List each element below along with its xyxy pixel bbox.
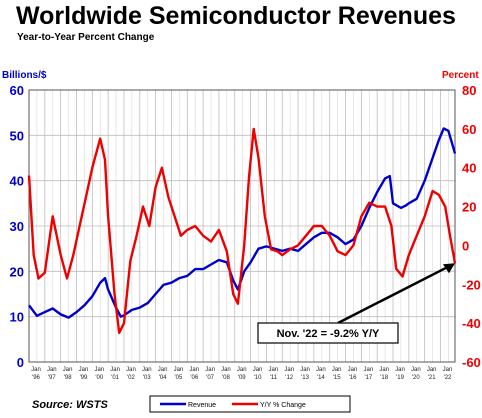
annotation-text: Nov. '22 = -9.2% Y/Y [277, 328, 380, 340]
x-tick-year: '01 [111, 375, 119, 381]
x-tick-year: '13 [301, 375, 309, 381]
yy-change-series-line [27, 127, 457, 335]
plot-frame [28, 89, 456, 363]
x-tick-year: '19 [396, 375, 404, 381]
x-tick-month: Jan [269, 367, 279, 373]
x-tick-year: '11 [270, 375, 278, 381]
x-tick-year: '00 [95, 375, 103, 381]
x-tick-month: Jan [379, 367, 389, 373]
y-right-axis-label: Percent [442, 70, 479, 81]
x-tick-year: '07 [206, 375, 214, 381]
x-tick-month: Jan [284, 367, 294, 373]
x-tick-month: Jan [205, 367, 215, 373]
y-right-tick-label: 40 [462, 161, 476, 176]
x-tick-year: '10 [254, 375, 262, 381]
x-tick-month: Jan [110, 367, 120, 373]
y-right-tick-label: 80 [462, 83, 476, 98]
y-left-tick-label: 10 [10, 310, 24, 325]
x-tick-month: Jan [348, 367, 358, 373]
y-right-tick-label: -40 [462, 316, 481, 331]
y-left-axis-label: Billions/$ [2, 70, 47, 81]
x-tick-month: Jan [174, 367, 184, 373]
x-tick-year: '04 [159, 375, 167, 381]
annotation-box [257, 322, 399, 344]
x-tick-year: '22 [444, 375, 452, 381]
y-right-tick-label: -60 [462, 355, 481, 370]
x-tick-year: '12 [285, 375, 293, 381]
x-tick-month: Jan [47, 367, 57, 373]
x-tick-year: '09 [238, 375, 246, 381]
x-tick-year: '96 [32, 375, 40, 381]
x-tick-month: Jan [189, 367, 199, 373]
y-right-tick-label: 0 [462, 238, 469, 253]
y-left-tick-label: 20 [10, 264, 24, 279]
x-tick-month: Jan [427, 367, 437, 373]
source-note: Source: WSTS [32, 399, 108, 411]
x-tick-month: Jan [443, 367, 453, 373]
x-tick-year: '98 [64, 375, 72, 381]
annotation-arrow-line [337, 264, 452, 325]
y-right-tick-label: 20 [462, 200, 476, 215]
x-tick-year: '20 [412, 375, 420, 381]
x-tick-year: '99 [80, 375, 88, 381]
legend-yy-change-label: Y/Y % Change [260, 402, 306, 409]
x-tick-month: Jan [221, 367, 231, 373]
x-tick-year: '05 [175, 375, 183, 381]
x-tick-year: '14 [317, 375, 325, 381]
x-tick-year: '18 [380, 375, 388, 381]
x-tick-year: '02 [127, 375, 135, 381]
legend-revenue-label: Revenue [188, 402, 216, 409]
x-tick-month: Jan [395, 367, 405, 373]
x-tick-month: Jan [253, 367, 263, 373]
x-tick-month: Jan [237, 367, 247, 373]
y-left-tick-label: 30 [10, 219, 24, 234]
x-tick-month: Jan [364, 367, 374, 373]
y-left-tick-label: 40 [10, 174, 24, 189]
x-tick-year: '16 [349, 375, 357, 381]
y-right-tick-label: 60 [462, 122, 476, 137]
y-left-tick-label: 50 [10, 128, 24, 143]
x-tick-month: Jan [332, 367, 342, 373]
x-tick-month: Jan [126, 367, 136, 373]
x-tick-year: '15 [333, 375, 341, 381]
x-tick-month: Jan [94, 367, 104, 373]
annotation-arrow-head [443, 263, 455, 274]
x-tick-year: '21 [428, 375, 436, 381]
x-tick-year: '06 [190, 375, 198, 381]
y-left-tick-label: 0 [17, 355, 24, 370]
x-tick-year: '17 [364, 375, 372, 381]
revenue-series-line [28, 127, 457, 319]
x-tick-year: '03 [143, 375, 151, 381]
x-tick-month: Jan [300, 367, 310, 373]
chart-title: Worldwide Semiconductor Revenues [16, 2, 456, 30]
x-tick-month: Jan [79, 367, 89, 373]
y-right-tick-label: -20 [462, 277, 481, 292]
x-tick-month: Jan [142, 367, 152, 373]
x-tick-year: '97 [48, 375, 56, 381]
x-tick-month: Jan [31, 367, 41, 373]
x-tick-month: Jan [63, 367, 73, 373]
x-tick-month: Jan [316, 367, 326, 373]
x-tick-month: Jan [411, 367, 421, 373]
chart-subtitle: Year-to-Year Percent Change [17, 32, 155, 43]
y-left-tick-label: 60 [10, 83, 24, 98]
x-tick-month: Jan [158, 367, 168, 373]
x-tick-year: '08 [222, 375, 230, 381]
